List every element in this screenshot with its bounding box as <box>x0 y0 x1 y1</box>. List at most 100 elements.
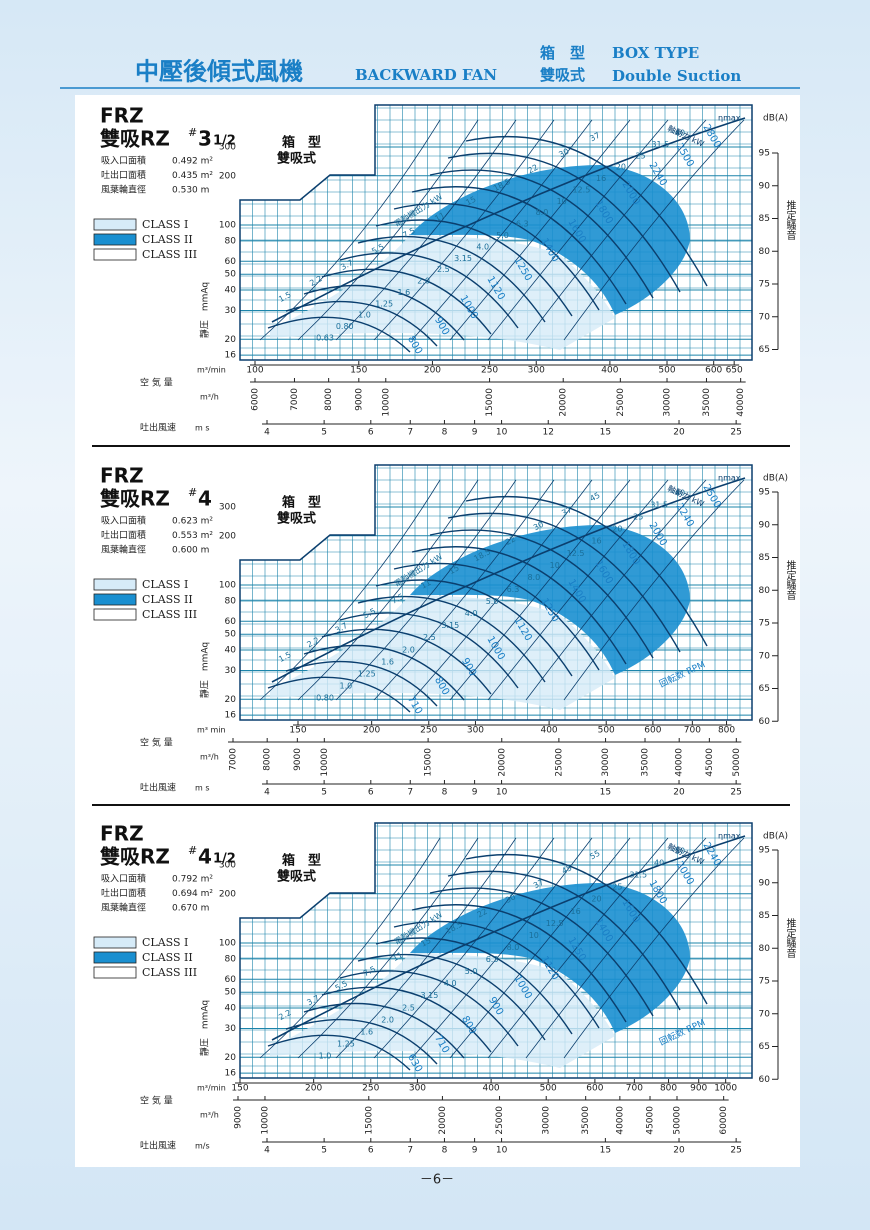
shaft-kw-label: 1.0 <box>319 1052 332 1061</box>
shaft-kw-label: 12.5 <box>546 919 564 928</box>
flow-min-label: 300 <box>467 726 484 736</box>
shaft-kw-label: 1.25 <box>337 1039 355 1048</box>
pressure-tick-label: 30 <box>225 306 237 316</box>
pressure-axis-label: 靜圧 mmAq <box>199 282 211 338</box>
velocity-label: 20 <box>673 1146 685 1156</box>
power-curve <box>411 479 593 701</box>
flow-h-label: 8000 <box>324 388 334 411</box>
pressure-tick-label: 30 <box>225 1024 237 1034</box>
model-mark: # <box>188 844 197 857</box>
shaft-kw-label: 25 <box>635 151 645 160</box>
fan-curve <box>357 235 546 323</box>
fan-curve <box>465 495 708 647</box>
class-label: CLASS III <box>142 608 197 621</box>
eta-label: ηmax <box>718 474 741 483</box>
db-tick-label: 90 <box>759 181 771 191</box>
pressure-tick-label: 50 <box>225 988 237 998</box>
power-curve <box>259 119 441 341</box>
shaft-kw-label: 5.0 <box>486 597 499 606</box>
velocity-label: 5 <box>321 788 327 798</box>
flow-h-unit: m³/h <box>200 753 219 762</box>
motor-kw-label: 45 <box>588 491 601 504</box>
eta-label: ηmax <box>718 832 741 841</box>
flow-h-label: 9000 <box>354 388 364 411</box>
flow-min-label: 400 <box>601 366 618 376</box>
power-curve <box>335 837 517 1059</box>
velocity-row-label: 吐出風速 <box>140 782 176 794</box>
flow-h-label: 45000 <box>646 1106 656 1135</box>
power-curve <box>487 479 669 701</box>
flow-h-label: 7000 <box>290 388 300 411</box>
motor-kw-label: 11 <box>391 950 404 963</box>
model-prefix: FRZ <box>100 822 144 846</box>
suction-type: 雙吸式 <box>277 511 316 527</box>
velocity-unit: m/s <box>195 1142 210 1151</box>
fan-curve <box>303 644 465 701</box>
spec-label: 風葉輪直徑 <box>101 902 146 914</box>
velocity-label: 10 <box>496 1146 508 1156</box>
db-tick-label: 90 <box>759 878 771 888</box>
flow-h-label: 40000 <box>615 1106 625 1135</box>
spec-value: 0.694 m² <box>172 889 213 899</box>
box-type: 箱 型 <box>282 135 321 151</box>
page-number: －6－ <box>420 1173 454 1188</box>
flow-min-label: 600 <box>705 366 722 376</box>
pressure-tick-label: 16 <box>225 711 237 721</box>
header-suction-en: Double Suction <box>612 67 741 85</box>
pressure-tick-label: 200 <box>219 171 236 181</box>
spec-value: 0.670 m <box>172 904 209 914</box>
shaft-kw-label: 8.0 <box>507 943 520 952</box>
flow-min-label: 150 <box>350 366 367 376</box>
eta-curve <box>271 477 746 683</box>
db-tick-label: 65 <box>759 684 770 694</box>
shaft-kw-label: 12.5 <box>572 185 590 194</box>
model-mark: # <box>188 486 197 499</box>
fan-curve <box>339 970 519 1047</box>
flow-min-label: 700 <box>684 726 701 736</box>
shaft-kw-label: 6.3 <box>507 585 520 594</box>
db-tick-label: 95 <box>759 488 770 498</box>
class-label: CLASS II <box>142 593 193 606</box>
shaft-kw-label: 40 <box>654 859 664 868</box>
flow-min-unit: m³/min <box>197 1084 226 1093</box>
shaft-kw-label: 50 <box>675 847 685 856</box>
chart-frame <box>239 104 753 361</box>
fan-curve <box>447 512 681 653</box>
flow-min-label: 400 <box>540 726 557 736</box>
velocity-label: 6 <box>368 1146 374 1156</box>
class-swatch <box>93 593 137 606</box>
fan-curve <box>321 268 492 335</box>
pressure-tick-label: 50 <box>225 270 237 280</box>
flow-h-label: 15000 <box>364 1106 374 1135</box>
fan-curve <box>339 252 519 329</box>
db-label: dB(A) <box>763 832 788 842</box>
power-curve <box>449 479 631 701</box>
power-curve <box>259 479 441 701</box>
db-tick-label: 75 <box>759 280 770 290</box>
flow-min-label: 200 <box>305 1084 322 1094</box>
power-curve <box>335 479 517 701</box>
model-prefix: FRZ <box>100 464 144 488</box>
flow-min-label: 600 <box>644 726 661 736</box>
model-name: 雙吸RZ <box>100 845 170 869</box>
power-curve <box>563 837 745 1059</box>
shaft-kw-label: 3.15 <box>454 254 472 263</box>
shaft-kw-label: 16 <box>591 537 601 546</box>
shaft-kw-label: 2.5 <box>423 633 436 642</box>
chart-frame <box>239 464 753 721</box>
db-tick-label: 70 <box>759 651 771 661</box>
model-size-frac: 1/2 <box>213 134 236 149</box>
model-size: 4 <box>198 845 212 869</box>
velocity-label: 15 <box>600 428 611 438</box>
shaft-kw-label: 4.0 <box>476 242 489 251</box>
flow-h-label: 40000 <box>675 748 685 777</box>
flow-h-label: 30000 <box>601 748 611 777</box>
pressure-tick-label: 60 <box>225 617 237 627</box>
motor-kw-label: 15 <box>419 936 432 949</box>
motor-kw-label: 22 <box>476 907 489 920</box>
motor-kw-label: 15 <box>464 195 477 208</box>
class-swatch <box>93 936 137 949</box>
suction-type: 雙吸式 <box>277 151 316 167</box>
fan-curve <box>321 986 492 1053</box>
db-tick-label: 65 <box>759 345 770 355</box>
